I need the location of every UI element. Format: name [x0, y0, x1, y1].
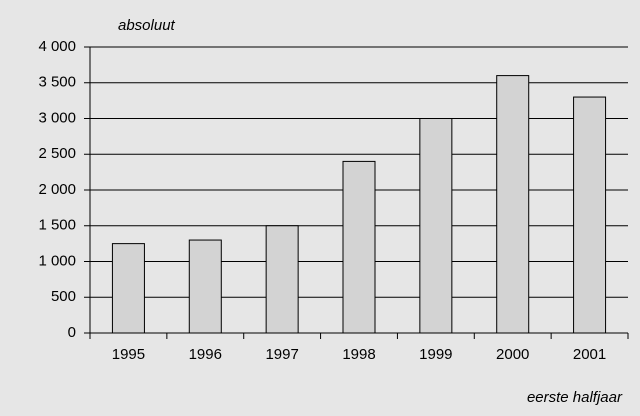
x-tick-label: 1998 — [342, 346, 375, 363]
y-tick-label: 2 000 — [38, 181, 76, 198]
y-tick-label: 3 500 — [38, 74, 76, 91]
y-axis-label: absoluut — [118, 17, 176, 34]
y-tick-label: 1 000 — [38, 252, 76, 269]
bar — [496, 75, 530, 334]
bar — [265, 225, 299, 334]
x-tick-label: 1999 — [419, 346, 452, 363]
x-tick-label: 1995 — [112, 346, 145, 363]
bar — [419, 118, 453, 334]
bar — [111, 243, 145, 334]
x-tick-label: 2000 — [496, 346, 529, 363]
bar — [573, 96, 607, 334]
x-tick-label: 2001 — [573, 346, 606, 363]
bar — [342, 160, 376, 334]
y-tick-label: 500 — [51, 288, 76, 305]
y-tick-label: 3 000 — [38, 109, 76, 126]
x-tick-label: 1997 — [265, 346, 298, 363]
x-tick-label: 1996 — [189, 346, 222, 363]
bar — [188, 239, 222, 334]
y-tick-label: 2 500 — [38, 145, 76, 162]
y-tick-label: 1 500 — [38, 217, 76, 234]
y-tick-label: 0 — [68, 324, 76, 341]
y-tick-label: 4 000 — [38, 38, 76, 55]
x-axis-label: eerste halfjaar — [527, 389, 623, 406]
